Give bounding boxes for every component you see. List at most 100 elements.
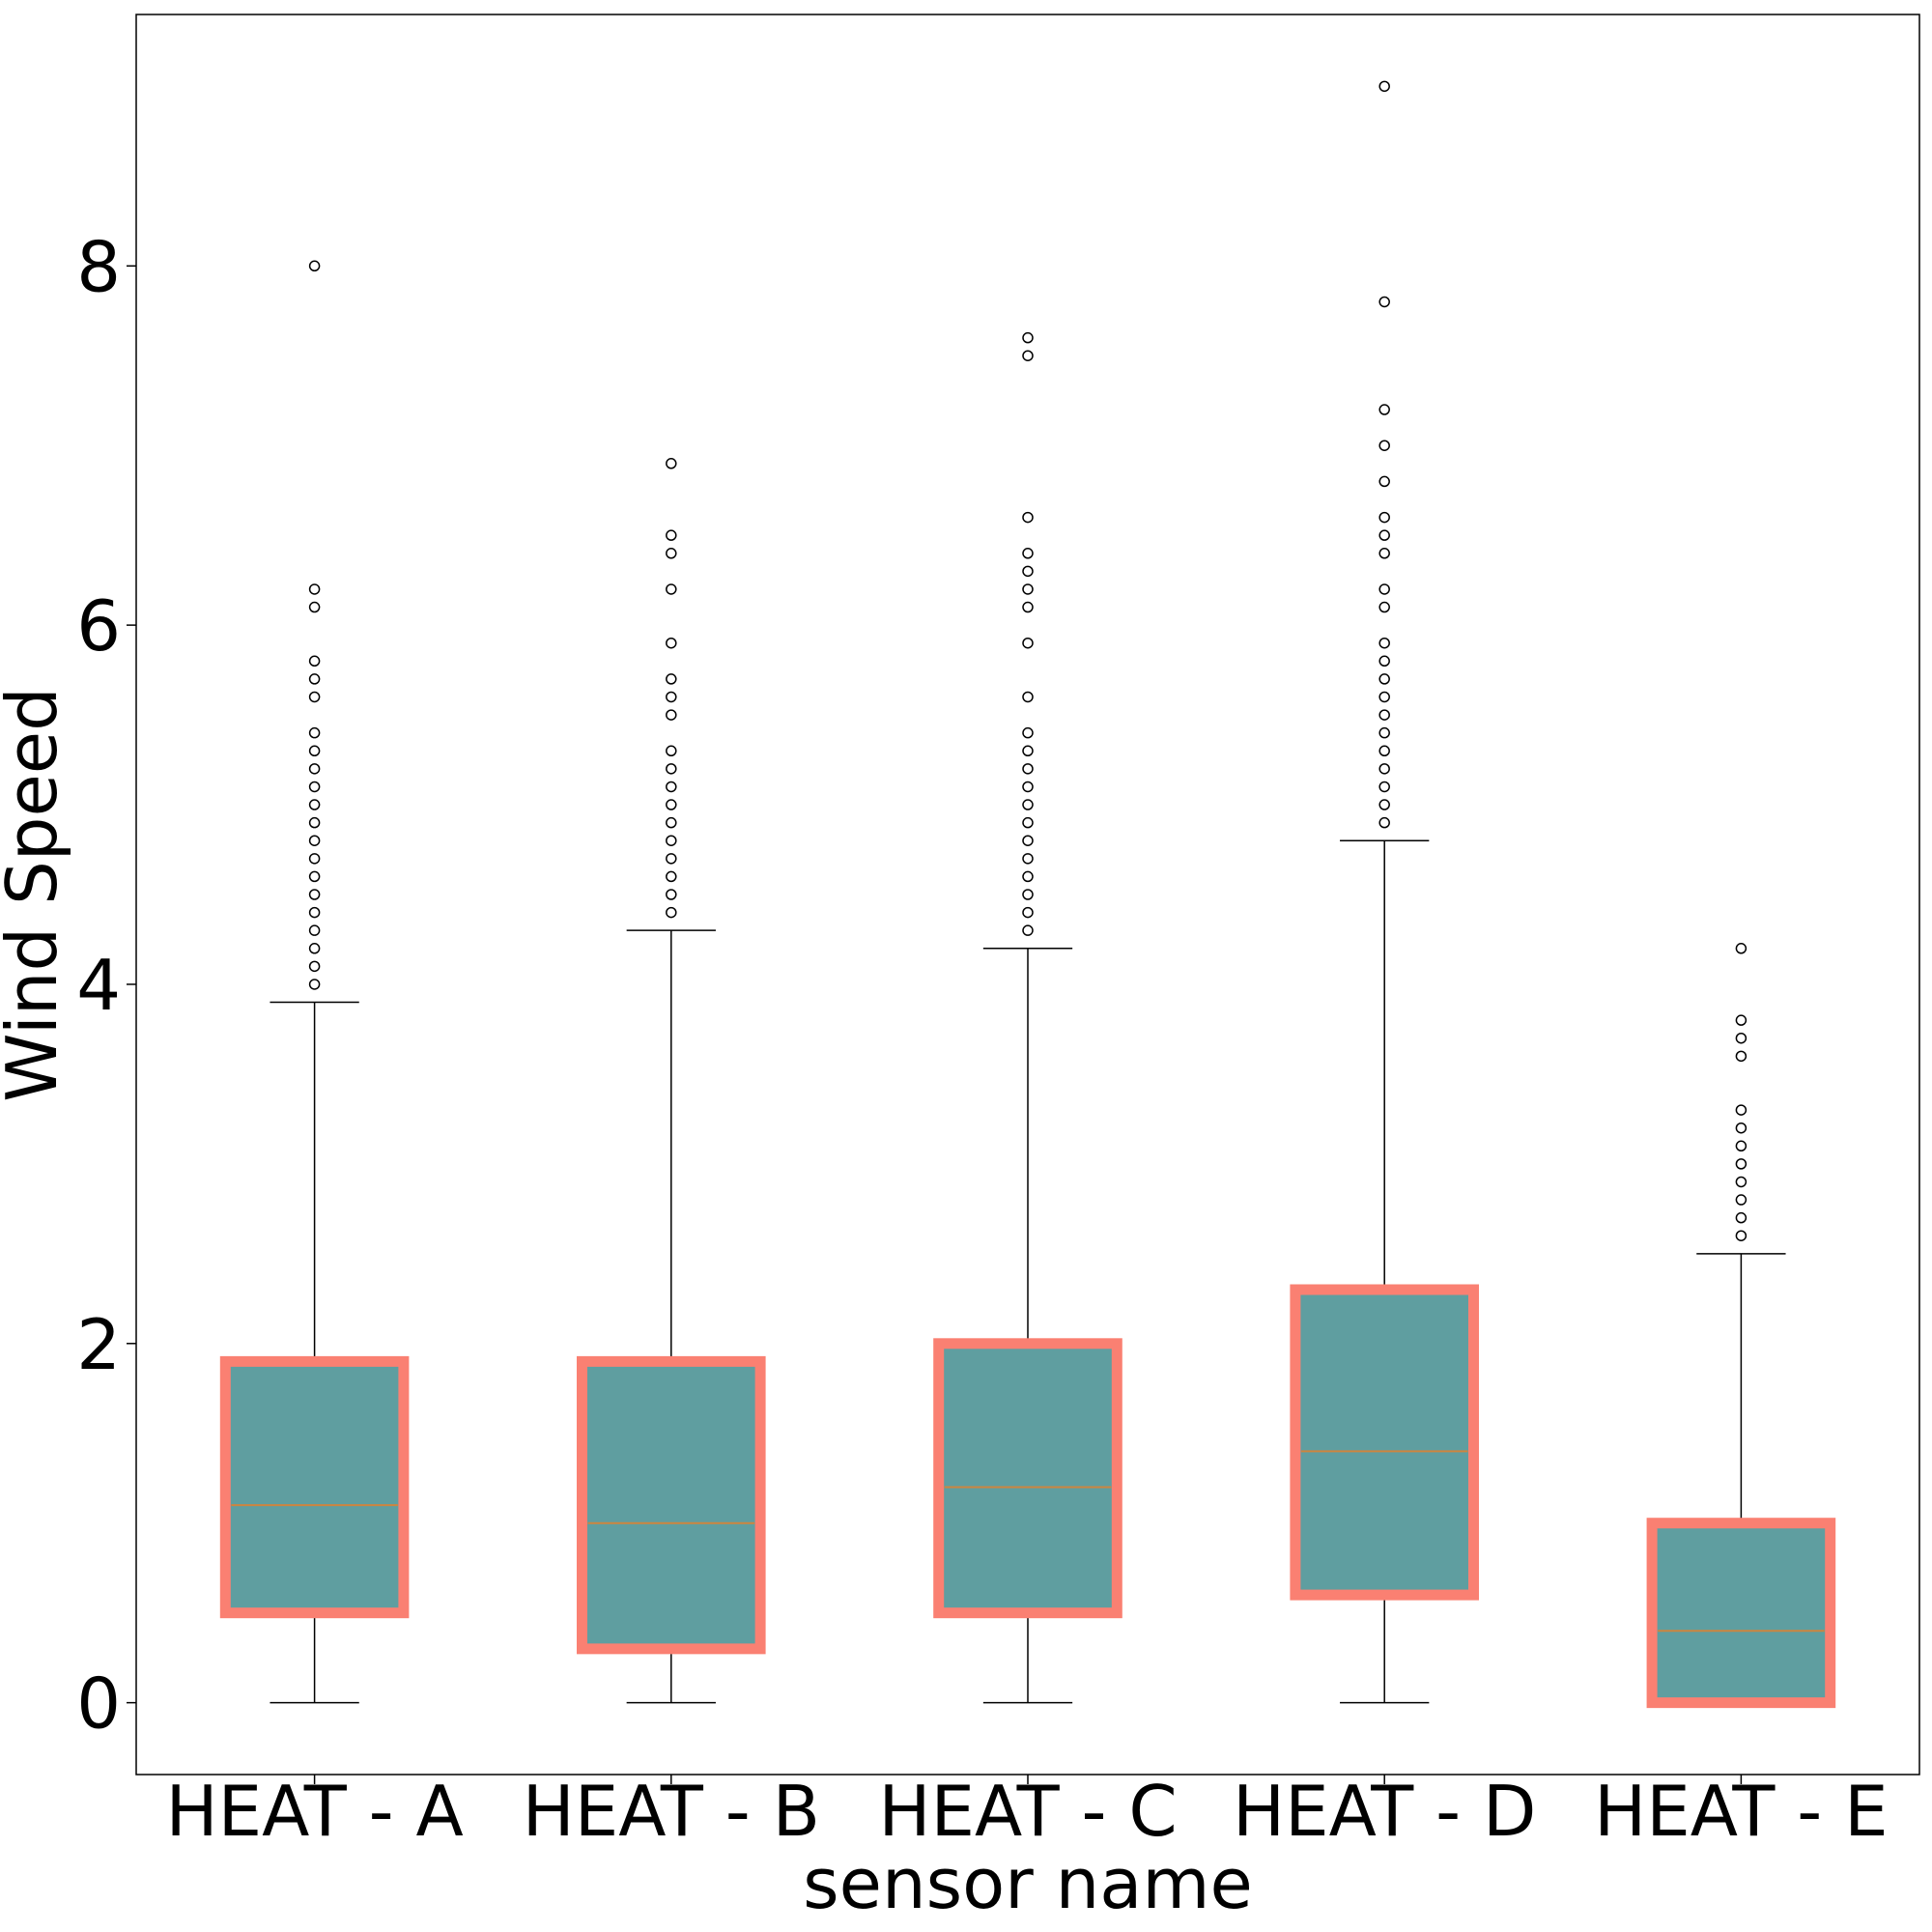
outlier-point [1378,673,1390,685]
x-axis: HEAT - A HEAT - B HEAT - C HEAT - D HEAT - E [165,1771,1888,1852]
outlier-point [1735,1050,1747,1063]
outlier-point [1022,331,1034,344]
outlier-point [308,726,321,739]
outlier-point [1378,601,1390,613]
box-group [1646,943,1836,1709]
x-tick-label: HEAT - E [1594,1771,1889,1852]
x-tick-label: HEAT - A [165,1771,463,1852]
outlier-point [666,458,677,469]
outlier-point [308,260,321,272]
outlier-point [666,709,677,721]
outlier-point [1378,404,1390,415]
outlier-point [1022,583,1034,595]
outlier-point [308,655,321,668]
outlier-point [1022,799,1034,810]
outlier-point [1378,548,1390,559]
outlier-point [666,673,677,685]
outlier-point [308,853,321,865]
outlier-point [1022,548,1034,559]
outlier-point [1378,745,1390,757]
outlier-point [1735,1230,1747,1241]
outlier-point [1022,853,1034,865]
outlier-point [308,943,321,954]
outlier-point [1378,529,1390,541]
outlier-point [1735,1211,1747,1224]
outlier-point [1022,781,1034,793]
outlier-point [1378,655,1390,668]
outlier-point [1378,440,1390,451]
outlier-point [666,835,677,846]
outlier-point [666,853,677,865]
box-iqr [933,1338,1122,1619]
outlier-point [666,799,677,810]
outlier-point [1022,691,1034,703]
box-iqr [1290,1284,1480,1601]
outlier-point [1735,1104,1747,1116]
x-tick-label: HEAT - C [878,1771,1177,1852]
outlier-point [308,870,321,883]
outlier-point [308,960,321,973]
outlier-point [1022,511,1034,524]
outlier-point [1735,943,1747,954]
outlier-point [308,889,321,900]
outlier-point [1735,1194,1747,1206]
outlier-point [1378,637,1390,649]
outlier-point [308,583,321,595]
outlier-point [666,889,677,900]
y-tick-label: 4 [76,945,121,1026]
y-axis-title: Wind Speed [0,687,72,1102]
outlier-point [1378,583,1390,595]
x-tick-label: HEAT - D [1233,1771,1536,1852]
box-iqr [577,1355,766,1655]
outlier-point [666,529,677,541]
outlier-point [308,763,321,775]
y-tick-label: 0 [76,1663,121,1745]
outlier-point [666,691,677,703]
y-tick-label: 2 [76,1304,121,1385]
outlier-point [666,548,677,559]
outlier-point [308,924,321,936]
outlier-point [308,799,321,810]
x-tick-label: HEAT - B [523,1771,820,1852]
boxes-layer [219,80,1836,1709]
outlier-point [308,979,321,990]
outlier-point [666,763,677,775]
outlier-point [666,906,677,919]
outlier-point [1735,1176,1747,1188]
outlier-point [308,601,321,613]
outlier-point [1022,745,1034,757]
y-axis: 0 2 4 6 8 [76,226,136,1745]
x-axis-title: sensor name [803,1843,1253,1924]
y-tick-label: 6 [76,585,121,667]
outlier-point [308,835,321,846]
box-iqr [1646,1518,1836,1709]
outlier-point [1022,763,1034,775]
box-group [1290,80,1480,1704]
outlier-point [1022,637,1034,649]
outlier-point [666,745,677,757]
outlier-point [1378,763,1390,775]
outlier-point [1022,565,1034,578]
outlier-point [1378,691,1390,703]
box-group [933,331,1122,1704]
outlier-point [1378,781,1390,793]
outlier-point [1022,889,1034,900]
box-group [219,260,410,1704]
outlier-point [1022,906,1034,919]
outlier-point [1022,816,1034,829]
outlier-point [1378,799,1390,810]
outlier-point [1022,924,1034,936]
outlier-point [666,870,677,883]
outlier-point [1735,1014,1747,1026]
outlier-point [308,781,321,793]
outlier-point [666,781,677,793]
box-group [577,458,766,1704]
outlier-point [1378,296,1390,308]
outlier-point [1378,80,1390,93]
outlier-point [308,673,321,685]
outlier-point [1378,709,1390,721]
outlier-point [308,691,321,703]
outlier-point [1735,1122,1747,1134]
outlier-point [1378,816,1390,829]
